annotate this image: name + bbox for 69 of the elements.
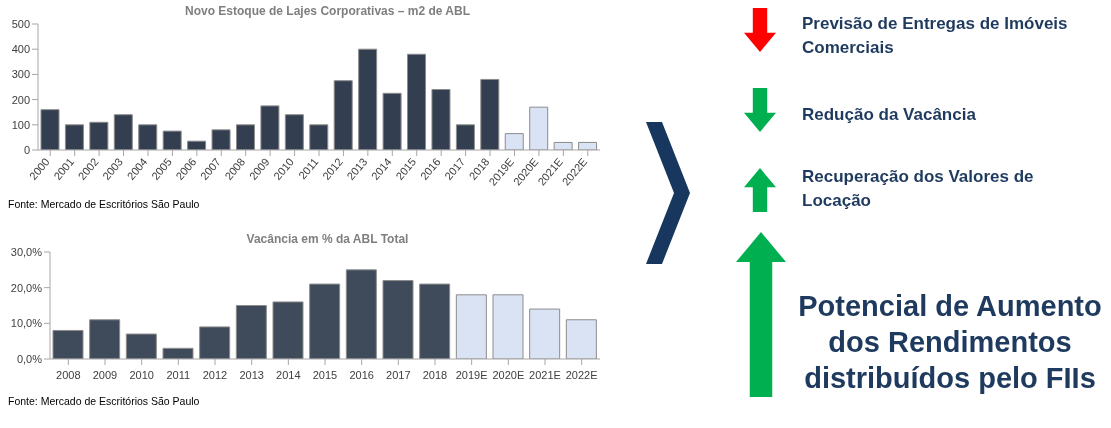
source-note: Fonte: Mercado de Escritórios São Paulo <box>8 198 201 210</box>
bar <box>492 294 524 359</box>
bar <box>260 105 280 150</box>
x-tick-label: 2021E <box>529 369 561 381</box>
source-note: Fonte: Mercado de Escritórios São Paulo <box>8 395 201 407</box>
bar <box>89 319 121 359</box>
x-tick-label: 2020E <box>492 369 525 381</box>
y-tick-label: 0,0% <box>16 352 43 365</box>
y-tick-label: 100 <box>11 118 30 131</box>
bar <box>455 124 475 150</box>
bar <box>333 80 353 150</box>
x-tick-label: 2012 <box>202 369 228 381</box>
bar <box>504 133 524 150</box>
y-tick-label: 400 <box>11 43 30 56</box>
bar <box>235 124 255 150</box>
bar <box>211 129 231 150</box>
y-tick-label: 20,0% <box>10 281 43 294</box>
x-tick-label: 2011 <box>166 369 191 381</box>
bar <box>125 333 157 359</box>
bar <box>284 114 304 150</box>
bar <box>419 283 451 359</box>
x-tick-label: 2014 <box>276 369 301 381</box>
x-tick-label: 2017 <box>386 369 411 381</box>
bar <box>358 48 378 150</box>
x-tick-label: 2009 <box>92 369 118 381</box>
bar <box>345 269 377 359</box>
x-tick-label: 2013 <box>239 369 264 381</box>
bar <box>431 89 451 150</box>
bar <box>529 308 561 359</box>
bar <box>407 53 427 150</box>
bar <box>455 294 487 359</box>
x-tick-label: 2010 <box>129 369 154 381</box>
x-tick-label: 2019E <box>455 369 488 381</box>
bar <box>64 124 84 150</box>
bar <box>529 106 549 150</box>
chart-title: Vacância em % da ABL Total <box>245 232 410 246</box>
text: Potencial de Aumento dos Rendimentos distribuídos pelo FIIs <box>797 289 1103 396</box>
text: Previsão de Entregas de Imóveis Comerciais <box>802 13 1069 59</box>
y-tick-label: 10,0% <box>10 317 43 330</box>
bar <box>272 301 304 359</box>
x-tick-label: 2008 <box>56 369 81 381</box>
chart-title: Novo Estoque de Lajes Corporativas – m2 de ABL <box>184 4 471 18</box>
bar <box>162 130 182 150</box>
y-tick-label: 0 <box>23 143 30 156</box>
bar <box>89 121 109 150</box>
bar <box>138 124 158 150</box>
x-tick-label: 2022E <box>565 369 598 381</box>
bar <box>382 92 402 150</box>
y-tick-label: 200 <box>11 93 30 106</box>
bar <box>40 109 60 150</box>
bar <box>553 141 573 150</box>
bar <box>309 283 341 359</box>
y-tick-label: 30,0% <box>10 245 43 258</box>
bar <box>309 124 329 150</box>
x-tick-label: 2015 <box>312 369 338 381</box>
y-tick-label: 300 <box>11 68 30 81</box>
bar <box>199 326 231 359</box>
bar <box>162 347 194 359</box>
text: Recuperação dos Valores de Locação <box>802 166 1035 212</box>
bar <box>565 319 597 359</box>
bar <box>52 329 84 359</box>
bar <box>113 114 133 150</box>
bar <box>480 78 500 150</box>
x-tick-label: 2018 <box>422 369 448 381</box>
x-tick-label: 2016 <box>349 369 374 381</box>
text: Redução da Vacância <box>802 104 977 126</box>
bar <box>235 305 267 359</box>
bar <box>382 280 414 359</box>
y-tick-label: 500 <box>11 17 30 30</box>
